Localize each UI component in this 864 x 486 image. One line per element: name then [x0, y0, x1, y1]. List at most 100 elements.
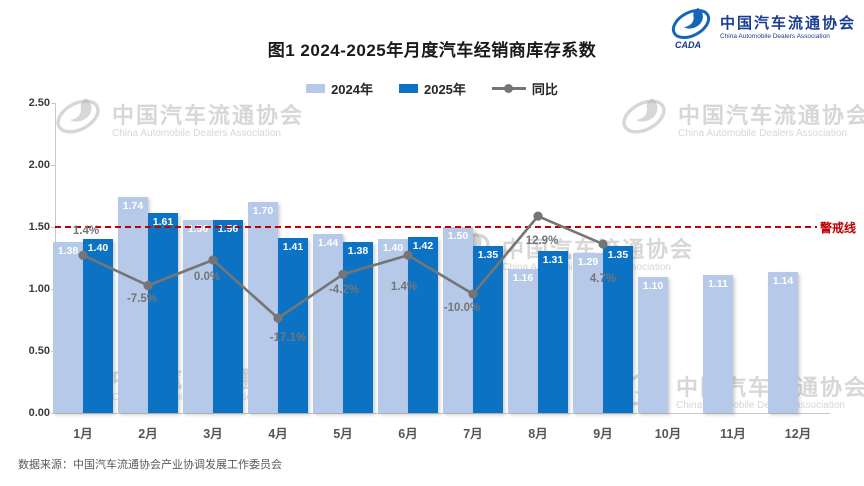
bar-2024年-8月	[508, 269, 538, 413]
bar-2025年-8月	[538, 250, 568, 413]
cada-logo-icon: CADA	[671, 8, 711, 50]
yoy-point-label: -7.5%	[126, 292, 158, 305]
bar-2025年-5月	[343, 241, 373, 413]
x-tick-label-5月: 5月	[333, 427, 353, 441]
legend-swatch-2024	[306, 84, 326, 93]
chart-title: 图1 2024-2025年月度汽车经销商库存系数	[267, 41, 597, 60]
yoy-point-label: 12.9%	[525, 235, 559, 248]
bar-value-label: 1.40	[382, 242, 404, 255]
bar-2025年-1月	[83, 239, 113, 413]
watermark-subtext: China Automobile Dealers Association	[112, 127, 281, 139]
watermark-subtext: China Automobile Dealers Association	[678, 127, 847, 139]
watermark-text: 中国汽车流通协会	[678, 102, 864, 128]
y-tick-label: 0.00	[28, 407, 50, 419]
legend-item-2025: 2025年	[398, 79, 466, 98]
x-tick-label-2月: 2月	[138, 427, 158, 441]
x-tick-label-8月: 8月	[528, 427, 548, 441]
bar-value-label: 1.56	[217, 222, 239, 235]
yoy-point-label: -17.1%	[269, 332, 307, 345]
y-tick-label: 1.50	[28, 221, 50, 233]
warning-line	[55, 226, 817, 228]
yoy-point-label: 1.4%	[72, 225, 100, 238]
watermark-subtext: China Automobile Dealers Association	[676, 399, 845, 411]
chart-legend: 2024年 2025年 同比	[0, 79, 864, 98]
bar-2024年-10月	[638, 276, 668, 413]
x-tick-label-6月: 6月	[398, 427, 418, 441]
legend-line-marker-icon	[491, 84, 526, 93]
bar-value-label: 1.31	[542, 253, 564, 266]
bar-value-label: 1.11	[708, 278, 728, 291]
watermark-logo-icon	[56, 98, 100, 134]
watermark-logo-icon	[622, 98, 666, 134]
bar-value-label: 1.56	[187, 222, 209, 235]
x-axis-line	[55, 413, 830, 414]
bar-value-label: 1.70	[252, 205, 274, 218]
bar-2025年-9月	[603, 245, 633, 413]
bar-value-label: 1.10	[642, 279, 664, 292]
bar-value-label: 1.14	[772, 274, 794, 287]
bar-2024年-4月	[248, 202, 278, 413]
logo-name-cn: 中国汽车流通协会	[719, 16, 856, 33]
bar-value-label: 1.38	[57, 244, 79, 257]
yoy-point-label: 4.7%	[589, 273, 617, 286]
bar-2024年-1月	[53, 241, 83, 413]
bar-2024年-2月	[118, 197, 148, 413]
watermark-text: 中国汽车流通协会	[112, 102, 305, 128]
bar-value-label: 1.38	[347, 244, 369, 257]
yoy-point-label: 1.4%	[390, 281, 418, 294]
y-tick-mark	[51, 227, 55, 228]
bar-value-label: 1.16	[512, 272, 534, 285]
bar-value-label: 1.44	[317, 237, 339, 250]
legend-item-yoy: 同比	[491, 79, 558, 98]
cada-logo: CADA 中国汽车流通协会 China Automobile Dealers A…	[668, 6, 856, 50]
x-tick-label-9月: 9月	[593, 427, 613, 441]
bar-value-label: 1.35	[607, 248, 629, 261]
legend-label-2024: 2024年	[331, 82, 373, 97]
bar-value-label: 1.42	[412, 239, 434, 252]
yoy-marker	[533, 211, 543, 221]
yoy-point-label: -10.0%	[443, 302, 481, 314]
bar-2025年-2月	[148, 213, 178, 413]
legend-swatch-2025	[398, 84, 418, 93]
yoy-point-label: 0.0%	[193, 271, 221, 283]
bar-2025年-7月	[473, 245, 503, 413]
y-tick-mark	[51, 103, 55, 104]
bar-value-label: 1.41	[282, 241, 304, 254]
bar-value-label: 1.29	[577, 256, 599, 269]
data-source-note: 数据来源：中国汽车流通协会产业协调发展工作委员会	[18, 459, 282, 471]
y-tick-label: 0.50	[28, 345, 50, 357]
legend-item-2024: 2024年	[306, 79, 373, 98]
y-tick-label: 2.00	[28, 159, 50, 171]
warning-line-label: 警戒线	[820, 221, 857, 235]
legend-label-2025: 2025年	[423, 82, 466, 97]
y-tick-mark	[51, 413, 55, 414]
bar-2024年-5月	[313, 234, 343, 413]
watermark-2: 中国汽车流通协会 China Automobile Dealers Associa…	[618, 96, 864, 146]
x-tick-label-3月: 3月	[203, 427, 223, 441]
bar-2025年-4月	[278, 238, 308, 413]
y-tick-mark	[51, 165, 55, 166]
x-tick-label-11月: 11月	[720, 427, 746, 441]
bar-value-label: 1.74	[122, 200, 144, 213]
x-tick-label-1月: 1月	[73, 427, 93, 441]
bar-value-label: 1.40	[87, 242, 109, 255]
bar-2024年-3月	[183, 219, 213, 413]
bar-2024年-12月	[768, 271, 798, 413]
bar-2024年-11月	[703, 275, 733, 413]
x-tick-label-7月: 7月	[463, 427, 483, 441]
bar-2025年-3月	[213, 219, 243, 413]
logo-abbr: CADA	[675, 40, 701, 50]
x-tick-label-10月: 10月	[654, 427, 682, 441]
watermark-1: 中国汽车流通协会 China Automobile Dealers Associa…	[52, 96, 304, 146]
legend-label-yoy: 同比	[531, 82, 558, 97]
bar-value-label: 1.50	[447, 230, 469, 242]
x-tick-label-4月: 4月	[268, 427, 288, 441]
bar-2024年-6月	[378, 239, 408, 413]
logo-name-en: China Automobile Dealers Association	[719, 32, 830, 40]
bar-2024年-7月	[443, 227, 473, 413]
bar-2025年-6月	[408, 236, 438, 413]
y-tick-label: 1.00	[28, 283, 50, 295]
x-tick-label-12月: 12月	[784, 427, 812, 441]
bar-value-label: 1.35	[477, 248, 499, 261]
